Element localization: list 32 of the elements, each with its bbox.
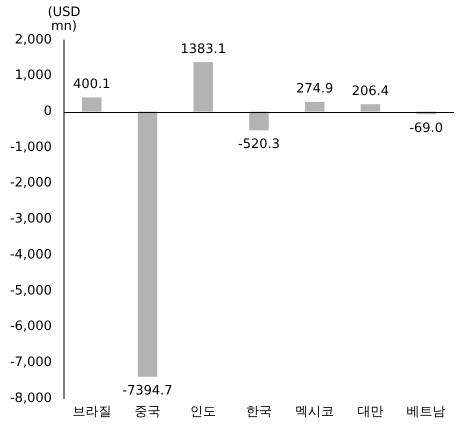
y-axis-title: (USD mn) [48,5,82,34]
y-tick-label: -6,000 [10,319,52,334]
data-label: -7394.7 [122,384,173,399]
data-label: 206.4 [352,84,390,100]
data-label: 400.1 [73,77,110,92]
data-label: -69.0 [409,121,443,136]
x-tick-label: 멕시코 [295,404,334,420]
x-tick-label: 대만 [357,404,384,420]
x-tick-label: 베트남 [406,404,446,420]
bar [360,104,380,112]
y-tick-label: 2,000 [14,32,52,48]
y-tick-label: -4,000 [10,247,52,262]
bar [82,97,102,112]
x-tick-label: 중국 [134,404,160,420]
bar [193,62,213,112]
data-label: 274.9 [296,82,334,97]
x-tick-label: 브라질 [72,404,112,420]
y-tick-label: -8,000 [10,390,52,406]
y-tick-label: -1,000 [10,140,52,155]
data-label: 1383.1 [180,42,226,57]
y-tick-label: -7,000 [10,354,52,370]
y-tick-label: 0 [44,104,52,120]
y-tick-label: 1,000 [14,68,52,84]
y-tick-label: -5,000 [10,283,52,298]
bar [304,102,324,112]
x-tick-label: 한국 [246,404,272,420]
y-tick-label: -2,000 [10,176,52,191]
y-tick-label: -3,000 [10,212,52,227]
x-tick-label: 인도 [190,404,216,420]
bar [249,112,269,130]
bar [138,112,158,377]
data-label: -520.3 [238,137,280,152]
